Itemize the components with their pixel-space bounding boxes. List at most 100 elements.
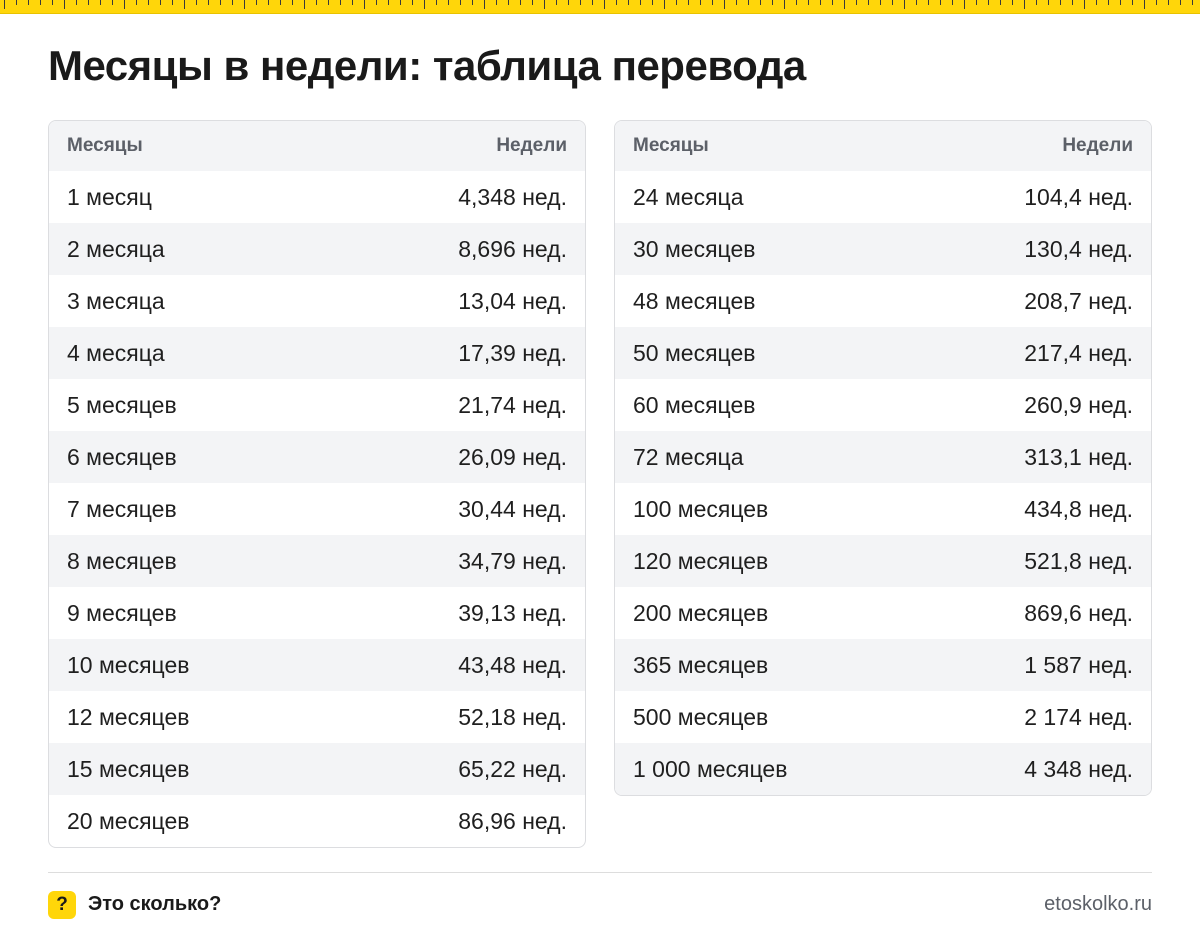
ruler-tick: [568, 0, 569, 5]
ruler-tick: [520, 0, 521, 5]
ruler-tick: [1072, 0, 1073, 5]
weeks-cell: 521,8 нед.: [1024, 547, 1133, 574]
table-row: 7 месяцев 30,44 нед.: [49, 483, 585, 535]
months-cell: 9 месяцев: [67, 599, 177, 626]
ruler-tick: [676, 0, 677, 5]
months-cell: 60 месяцев: [633, 391, 756, 418]
table-row: 1 000 месяцев 4 348 нед.: [615, 743, 1151, 795]
weeks-cell: 434,8 нед.: [1024, 495, 1133, 522]
footer-brand: Это сколько?: [88, 893, 222, 915]
ruler-tick: [748, 0, 749, 5]
months-cell: 120 месяцев: [633, 547, 769, 574]
ruler-tick: [184, 0, 185, 9]
ruler-tick: [844, 0, 845, 9]
ruler-tick: [124, 0, 125, 9]
weeks-cell: 4 348 нед.: [1024, 755, 1133, 782]
weeks-cell: 104,4 нед.: [1024, 183, 1133, 210]
weeks-cell: 34,79 нед.: [458, 547, 567, 574]
ruler-tick: [352, 0, 353, 5]
weeks-cell: 30,44 нед.: [458, 495, 567, 522]
footer-site-link[interactable]: etoskolko.ru: [1044, 893, 1152, 915]
ruler-tick: [316, 0, 317, 5]
ruler-tick: [304, 0, 305, 9]
ruler-tick: [64, 0, 65, 9]
weeks-cell: 313,1 нед.: [1024, 443, 1133, 470]
ruler-tick: [1000, 0, 1001, 5]
weeks-cell: 217,4 нед.: [1024, 339, 1133, 366]
ruler-tick: [772, 0, 773, 5]
table-row: 100 месяцев 434,8 нед.: [615, 483, 1151, 535]
column-header-months: Месяцы: [633, 135, 709, 156]
table-row: 30 месяцев 130,4 нед.: [615, 223, 1151, 275]
ruler-tick: [760, 0, 761, 5]
months-cell: 50 месяцев: [633, 339, 756, 366]
ruler-tick: [400, 0, 401, 5]
ruler-tick: [532, 0, 533, 5]
ruler-tick: [724, 0, 725, 9]
ruler-tick: [40, 0, 41, 5]
table-row: 72 месяца 313,1 нед.: [615, 431, 1151, 483]
table-row: 6 месяцев 26,09 нед.: [49, 431, 585, 483]
ruler-tick: [556, 0, 557, 5]
ruler-tick: [640, 0, 641, 5]
ruler-tick: [424, 0, 425, 9]
ruler-tick: [436, 0, 437, 5]
ruler-tick: [112, 0, 113, 5]
ruler-tick: [820, 0, 821, 5]
ruler-tick: [340, 0, 341, 5]
months-cell: 500 месяцев: [633, 703, 769, 730]
ruler-tick: [580, 0, 581, 5]
ruler-tick: [964, 0, 965, 9]
ruler-tick: [544, 0, 545, 9]
months-cell: 5 месяцев: [67, 391, 177, 418]
ruler-tick: [292, 0, 293, 5]
ruler-tick: [592, 0, 593, 5]
ruler-tick: [172, 0, 173, 5]
table-row: 200 месяцев 869,6 нед.: [615, 587, 1151, 639]
ruler-tick: [508, 0, 509, 5]
ruler-tick: [952, 0, 953, 5]
months-cell: 8 месяцев: [67, 547, 177, 574]
ruler-tick: [880, 0, 881, 5]
weeks-cell: 52,18 нед.: [458, 703, 567, 730]
table-row: 24 месяца 104,4 нед.: [615, 171, 1151, 223]
ruler-tick: [796, 0, 797, 5]
ruler-tick: [652, 0, 653, 5]
weeks-cell: 260,9 нед.: [1024, 391, 1133, 418]
weeks-cell: 65,22 нед.: [458, 755, 567, 782]
months-cell: 20 месяцев: [67, 807, 190, 834]
ruler-tick: [712, 0, 713, 5]
months-cell: 48 месяцев: [633, 287, 756, 314]
question-mark-icon: ?: [48, 891, 76, 919]
table-row: 20 месяцев 86,96 нед.: [49, 795, 585, 847]
ruler-tick: [1048, 0, 1049, 5]
ruler-tick: [484, 0, 485, 9]
ruler-tick: [52, 0, 53, 5]
ruler-tick: [244, 0, 245, 9]
footer-divider: [48, 872, 1152, 873]
weeks-cell: 39,13 нед.: [458, 599, 567, 626]
weeks-cell: 26,09 нед.: [458, 443, 567, 470]
ruler-tick: [628, 0, 629, 5]
weeks-cell: 869,6 нед.: [1024, 599, 1133, 626]
ruler-tick: [16, 0, 17, 5]
weeks-cell: 130,4 нед.: [1024, 235, 1133, 262]
ruler-tick: [1024, 0, 1025, 9]
table-row: 2 месяца 8,696 нед.: [49, 223, 585, 275]
column-header-months: Месяцы: [67, 135, 143, 156]
months-cell: 1 месяц: [67, 183, 152, 210]
ruler-tick: [448, 0, 449, 5]
ruler-tick: [1084, 0, 1085, 9]
ruler-tick: [100, 0, 101, 5]
ruler-tick: [1168, 0, 1169, 5]
ruler-tick: [604, 0, 605, 9]
table-row: 8 месяцев 34,79 нед.: [49, 535, 585, 587]
conversion-table-left: Месяцы Недели 1 месяц 4,348 нед. 2 месяца 8…: [48, 120, 586, 848]
months-cell: 100 месяцев: [633, 495, 769, 522]
ruler-tick: [376, 0, 377, 5]
ruler-tick: [4, 0, 5, 9]
months-cell: 12 месяцев: [67, 703, 190, 730]
page-title: Месяцы в недели: таблица перевода: [48, 42, 806, 89]
ruler-tick: [1012, 0, 1013, 5]
ruler-tick: [736, 0, 737, 5]
